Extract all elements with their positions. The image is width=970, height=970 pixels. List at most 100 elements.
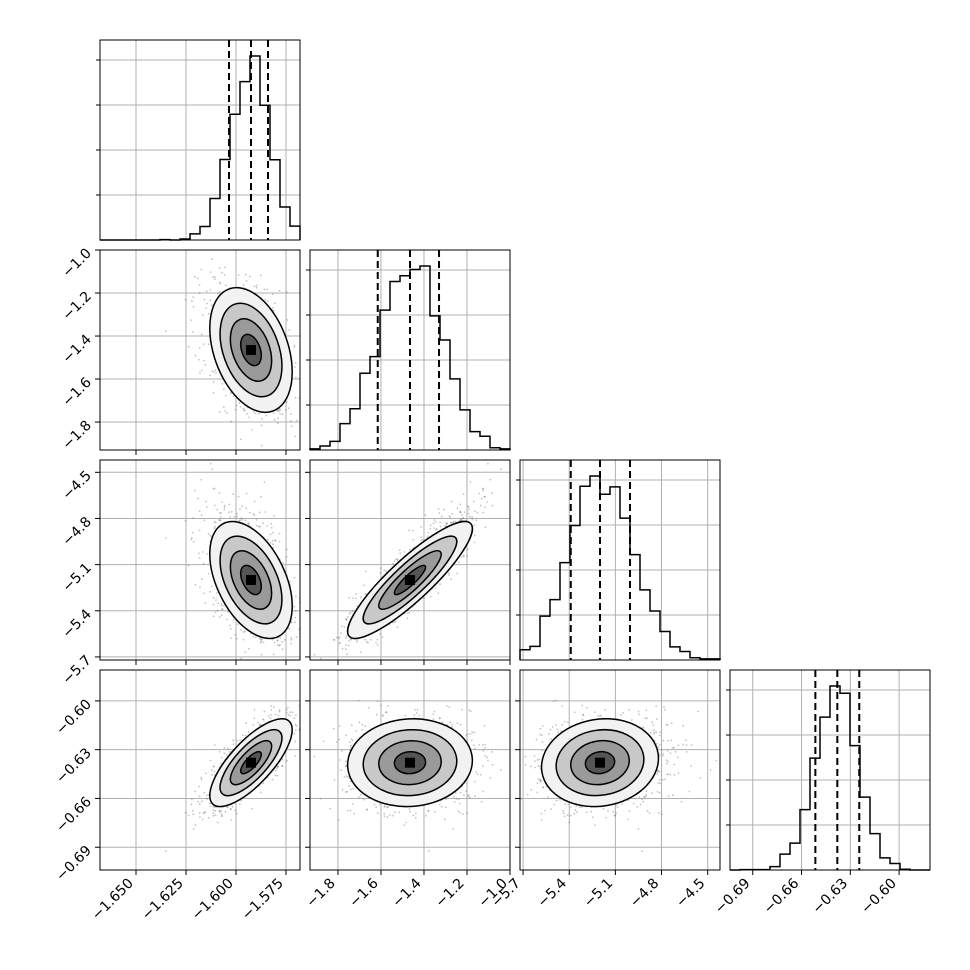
scatter-point xyxy=(218,281,221,284)
scatter-point xyxy=(295,714,297,716)
scatter-point xyxy=(290,621,293,624)
scatter-point xyxy=(212,371,215,373)
scatter-point xyxy=(206,553,209,555)
scatter-point xyxy=(245,722,248,725)
scatter-point xyxy=(223,604,225,607)
scatter-point xyxy=(448,572,450,575)
panel-0-2 xyxy=(164,462,301,660)
scatter-point xyxy=(383,569,386,572)
scatter-point xyxy=(223,388,225,391)
panel-frame xyxy=(729,669,931,871)
scatter-point xyxy=(212,597,215,599)
scatter-point xyxy=(258,525,260,528)
scatter-point xyxy=(379,567,382,569)
scatter-point xyxy=(218,511,221,514)
scatter-point xyxy=(290,642,292,645)
scatter-point xyxy=(226,412,229,414)
scatter-point xyxy=(241,734,244,737)
scatter-point xyxy=(272,307,274,309)
scatter-point xyxy=(269,541,272,544)
histogram-0 xyxy=(100,55,301,241)
scatter-point xyxy=(448,515,451,517)
scatter-point xyxy=(258,511,261,514)
scatter-point xyxy=(202,562,205,565)
scatter-point xyxy=(205,500,207,503)
scatter-point xyxy=(244,273,247,276)
scatter-point xyxy=(212,812,215,814)
scatter-point xyxy=(212,276,215,278)
scatter-point xyxy=(244,409,246,412)
scatter-point xyxy=(473,524,476,527)
scatter-point xyxy=(281,640,284,643)
scatter-point xyxy=(197,497,200,500)
scatter-point xyxy=(194,354,197,357)
scatter-point xyxy=(289,711,292,714)
scatter-point xyxy=(396,626,399,629)
scatter-point xyxy=(206,302,209,305)
scatter-point xyxy=(246,413,248,415)
scatter-point xyxy=(211,585,214,588)
panel-frame xyxy=(99,39,301,241)
scatter-point xyxy=(467,548,469,551)
scatter-point xyxy=(214,521,217,524)
scatter-point xyxy=(450,521,453,524)
scatter-point xyxy=(245,280,248,282)
scatter-point xyxy=(450,578,452,581)
scatter-point xyxy=(201,314,204,317)
scatter-point xyxy=(238,401,241,404)
scatter-point xyxy=(379,633,381,635)
scatter-point xyxy=(209,462,212,465)
scatter-point xyxy=(199,816,201,819)
scatter-point xyxy=(451,512,453,515)
scatter-point xyxy=(281,648,284,651)
scatter-point xyxy=(255,286,258,289)
scatter-point xyxy=(259,724,261,726)
scatter-point xyxy=(282,561,285,564)
scatter-point xyxy=(355,593,358,595)
scatter-point xyxy=(233,516,236,518)
scatter-point xyxy=(204,602,207,604)
scatter-point xyxy=(354,597,357,600)
scatter-point xyxy=(408,529,410,532)
scatter-point xyxy=(203,298,206,301)
scatter-point xyxy=(424,514,427,516)
scatter-point xyxy=(194,790,196,793)
scatter-point xyxy=(214,525,217,528)
scatter-point xyxy=(194,584,197,586)
scatter-point xyxy=(347,644,350,647)
scatter-point xyxy=(198,557,201,559)
scatter-point xyxy=(199,371,201,374)
scatter-point xyxy=(356,639,359,641)
scatter-point xyxy=(211,370,214,372)
scatter-point xyxy=(192,305,195,308)
scatter-point xyxy=(234,408,237,411)
scatter-point xyxy=(273,302,276,305)
scatter-point xyxy=(456,572,458,575)
scatter-point xyxy=(230,628,232,630)
scatter-point xyxy=(489,478,492,481)
scatter-point xyxy=(212,814,215,817)
scatter-point xyxy=(218,809,221,812)
scatter-point xyxy=(200,514,203,516)
scatter-point xyxy=(423,597,425,600)
scatter-point xyxy=(235,812,238,815)
scatter-point xyxy=(484,495,486,498)
density-peak xyxy=(246,575,256,585)
scatter-point xyxy=(236,512,238,515)
scatter-point xyxy=(295,419,298,422)
scatter-point xyxy=(340,632,342,634)
scatter-point xyxy=(272,412,275,414)
scatter-point xyxy=(251,429,253,431)
scatter-point xyxy=(263,719,265,721)
scatter-point xyxy=(356,640,358,643)
scatter-point xyxy=(461,514,463,516)
scatter-point xyxy=(433,519,436,522)
scatter-point xyxy=(285,712,288,714)
scatter-point xyxy=(450,500,453,503)
scatter-point xyxy=(263,288,266,291)
scatter-point xyxy=(346,653,348,656)
scatter-point xyxy=(266,538,269,541)
scatter-point xyxy=(370,638,372,641)
density-peak xyxy=(246,345,256,355)
